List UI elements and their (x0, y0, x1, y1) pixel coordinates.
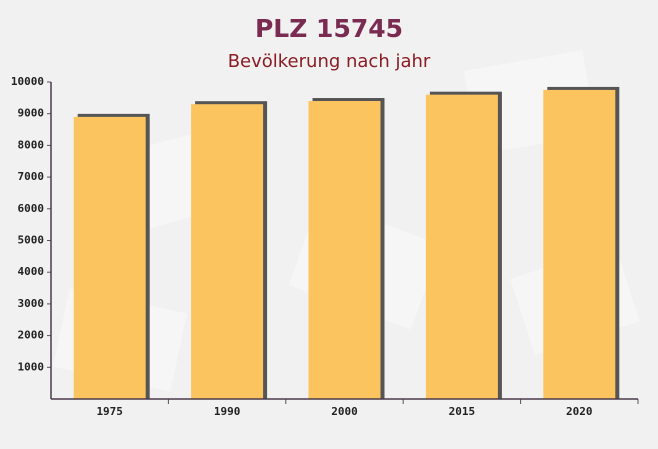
y-tick-label: 2000 (18, 329, 45, 342)
chart-subtitle: Bevölkerung nach jahr (228, 51, 431, 72)
y-tick-label: 4000 (18, 265, 45, 278)
y-tick-label: 9000 (18, 107, 45, 120)
y-tick-label: 3000 (18, 297, 45, 310)
bar (73, 116, 146, 400)
y-tick-label: 7000 (18, 170, 45, 183)
y-tick-label: 5000 (18, 234, 45, 247)
x-tick-label: 2020 (566, 405, 593, 418)
bar (308, 101, 381, 400)
y-tick-label: 1000 (18, 360, 45, 373)
bar (543, 89, 616, 400)
y-tick-label: 8000 (18, 138, 45, 151)
x-tick-label: 1975 (96, 405, 123, 418)
x-tick-label: 1990 (214, 405, 241, 418)
chart-title: PLZ 15745 (255, 14, 403, 43)
bar (191, 104, 264, 399)
x-tick-label: 2000 (331, 405, 358, 418)
y-tick-label: 10000 (11, 75, 44, 88)
y-tick-label: 6000 (18, 202, 45, 215)
x-tick-label: 2015 (449, 405, 476, 418)
bar (425, 94, 498, 400)
